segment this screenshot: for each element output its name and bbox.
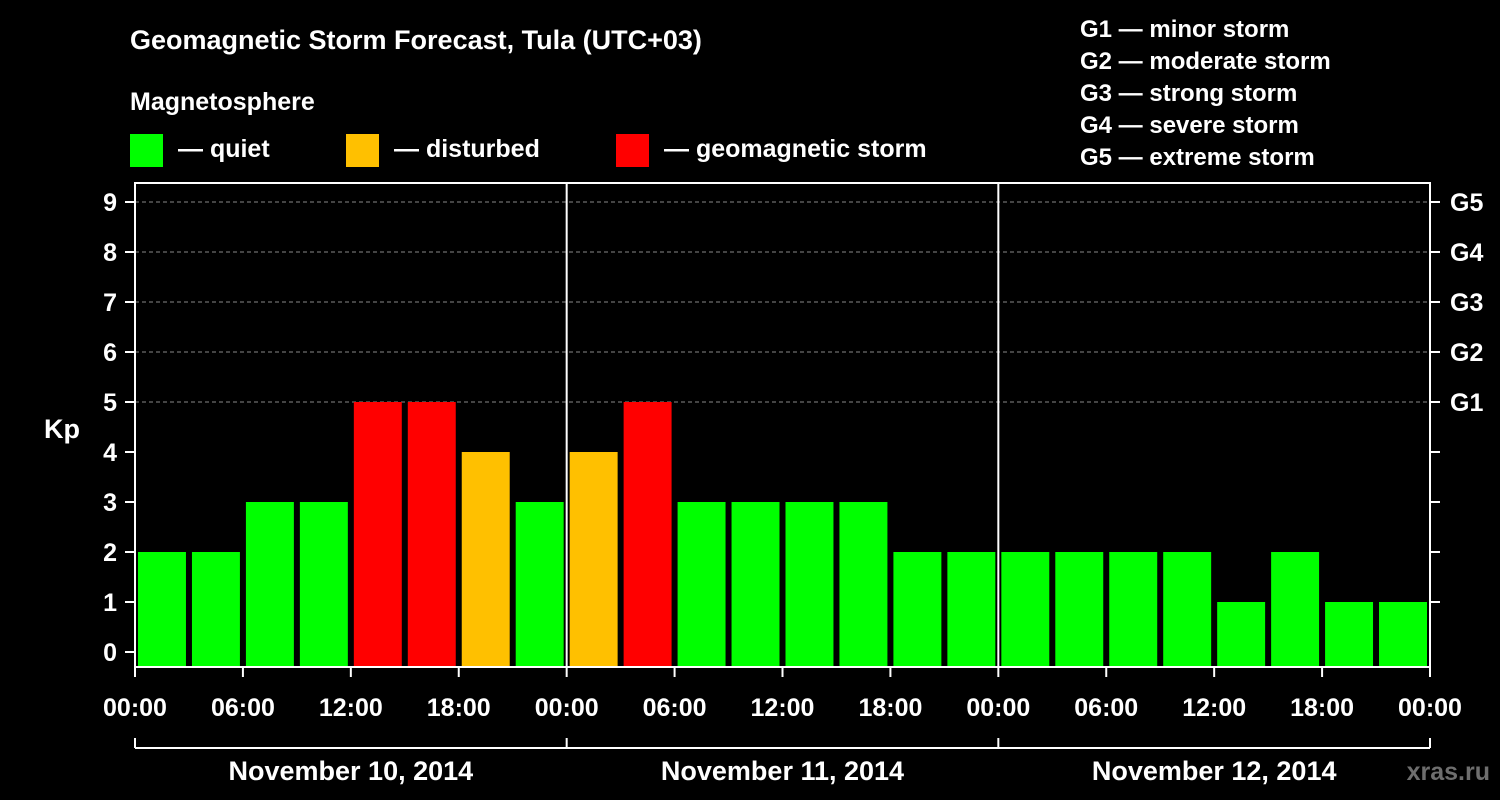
bars <box>138 402 1427 667</box>
kp-bar <box>1001 552 1050 667</box>
kp-bar <box>245 502 294 667</box>
x-tick-label: 12:00 <box>1182 694 1246 722</box>
storm-scale-g5: G5 — extreme storm <box>1080 144 1315 171</box>
legend-label-storm: — geomagnetic storm <box>664 135 927 163</box>
kp-bar <box>1325 602 1374 667</box>
kp-bar <box>1271 552 1320 667</box>
y-tick-label: 6 <box>103 339 117 367</box>
axes <box>125 182 1440 749</box>
x-tick-label: 12:00 <box>751 694 815 722</box>
y-tick-label: 3 <box>103 489 117 517</box>
date-label: November 12, 2014 <box>1092 756 1337 786</box>
x-tick-label: 00:00 <box>966 694 1030 722</box>
kp-bar <box>138 552 186 667</box>
y-tick-label: 0 <box>103 639 117 667</box>
legend-swatch-disturbed <box>346 134 379 167</box>
storm-scale-g2: G2 — moderate storm <box>1080 48 1331 75</box>
legend-swatch-storm <box>616 134 649 167</box>
g-level-label: G2 <box>1450 339 1483 367</box>
storm-scale-legend: G1 — minor storm G2 — moderate storm G3 … <box>1080 16 1331 171</box>
kp-bar <box>515 502 564 667</box>
y-axis-label: Kp <box>44 414 80 444</box>
kp-bar <box>731 502 780 667</box>
date-label: November 11, 2014 <box>661 756 904 786</box>
kp-bar <box>1379 602 1427 667</box>
g-level-label: G3 <box>1450 289 1483 317</box>
g-level-label: G4 <box>1450 239 1483 267</box>
storm-scale-g3: G3 — strong storm <box>1080 80 1297 107</box>
legend-swatch-quiet <box>130 134 163 167</box>
y-tick-label: 2 <box>103 539 117 567</box>
kp-bar <box>191 552 240 667</box>
y-tick-label: 7 <box>103 289 117 317</box>
kp-bar <box>1109 552 1158 667</box>
g-level-label: G1 <box>1450 389 1483 417</box>
watermark: xras.ru <box>1407 758 1490 786</box>
kp-bar <box>947 552 996 667</box>
kp-bar <box>785 502 834 667</box>
x-tick-label: 00:00 <box>535 694 599 722</box>
kp-bar <box>353 402 402 667</box>
kp-bar <box>839 502 888 667</box>
storm-scale-g1: G1 — minor storm <box>1080 16 1289 43</box>
kp-bar <box>623 402 672 667</box>
kp-bar <box>1163 552 1212 667</box>
date-label: November 10, 2014 <box>229 756 474 786</box>
x-tick-label: 06:00 <box>643 694 707 722</box>
kp-bar <box>461 452 510 667</box>
x-tick-label: 00:00 <box>103 694 167 722</box>
y-tick-label: 4 <box>103 439 117 467</box>
y-tick-label: 5 <box>103 389 117 417</box>
legend-label-disturbed: — disturbed <box>394 135 540 163</box>
y-tick-label: 1 <box>103 589 117 617</box>
x-tick-label: 06:00 <box>1074 694 1138 722</box>
kp-bar <box>299 502 348 667</box>
kp-bar <box>1055 552 1104 667</box>
x-tick-label: 00:00 <box>1398 694 1462 722</box>
grid-lines <box>135 201 1430 403</box>
x-tick-label: 18:00 <box>427 694 491 722</box>
kp-bar <box>569 452 618 667</box>
kp-bar <box>1217 602 1266 667</box>
chart-title: Geomagnetic Storm Forecast, Tula (UTC+03… <box>130 25 702 55</box>
legend-label-quiet: — quiet <box>178 135 270 163</box>
axis-labels: 0 1 2 3 4 5 6 7 8 9 G1 G2 G3 G4 G5 00:00 06:00 12:00 18:00… <box>103 189 1483 786</box>
g-level-label: G5 <box>1450 189 1483 217</box>
x-tick-label: 18:00 <box>858 694 922 722</box>
x-tick-label: 06:00 <box>211 694 275 722</box>
legend: — quiet — disturbed — geomagnetic storm <box>130 134 927 167</box>
legend-heading: Magnetosphere <box>130 88 315 116</box>
kp-bar <box>677 502 726 667</box>
storm-scale-g4: G4 — severe storm <box>1080 112 1299 139</box>
kp-bar <box>893 552 942 667</box>
x-tick-label: 18:00 <box>1290 694 1354 722</box>
kp-bar <box>407 402 456 667</box>
x-tick-label: 12:00 <box>319 694 383 722</box>
y-tick-label: 9 <box>103 189 117 217</box>
y-tick-label: 8 <box>103 239 117 267</box>
